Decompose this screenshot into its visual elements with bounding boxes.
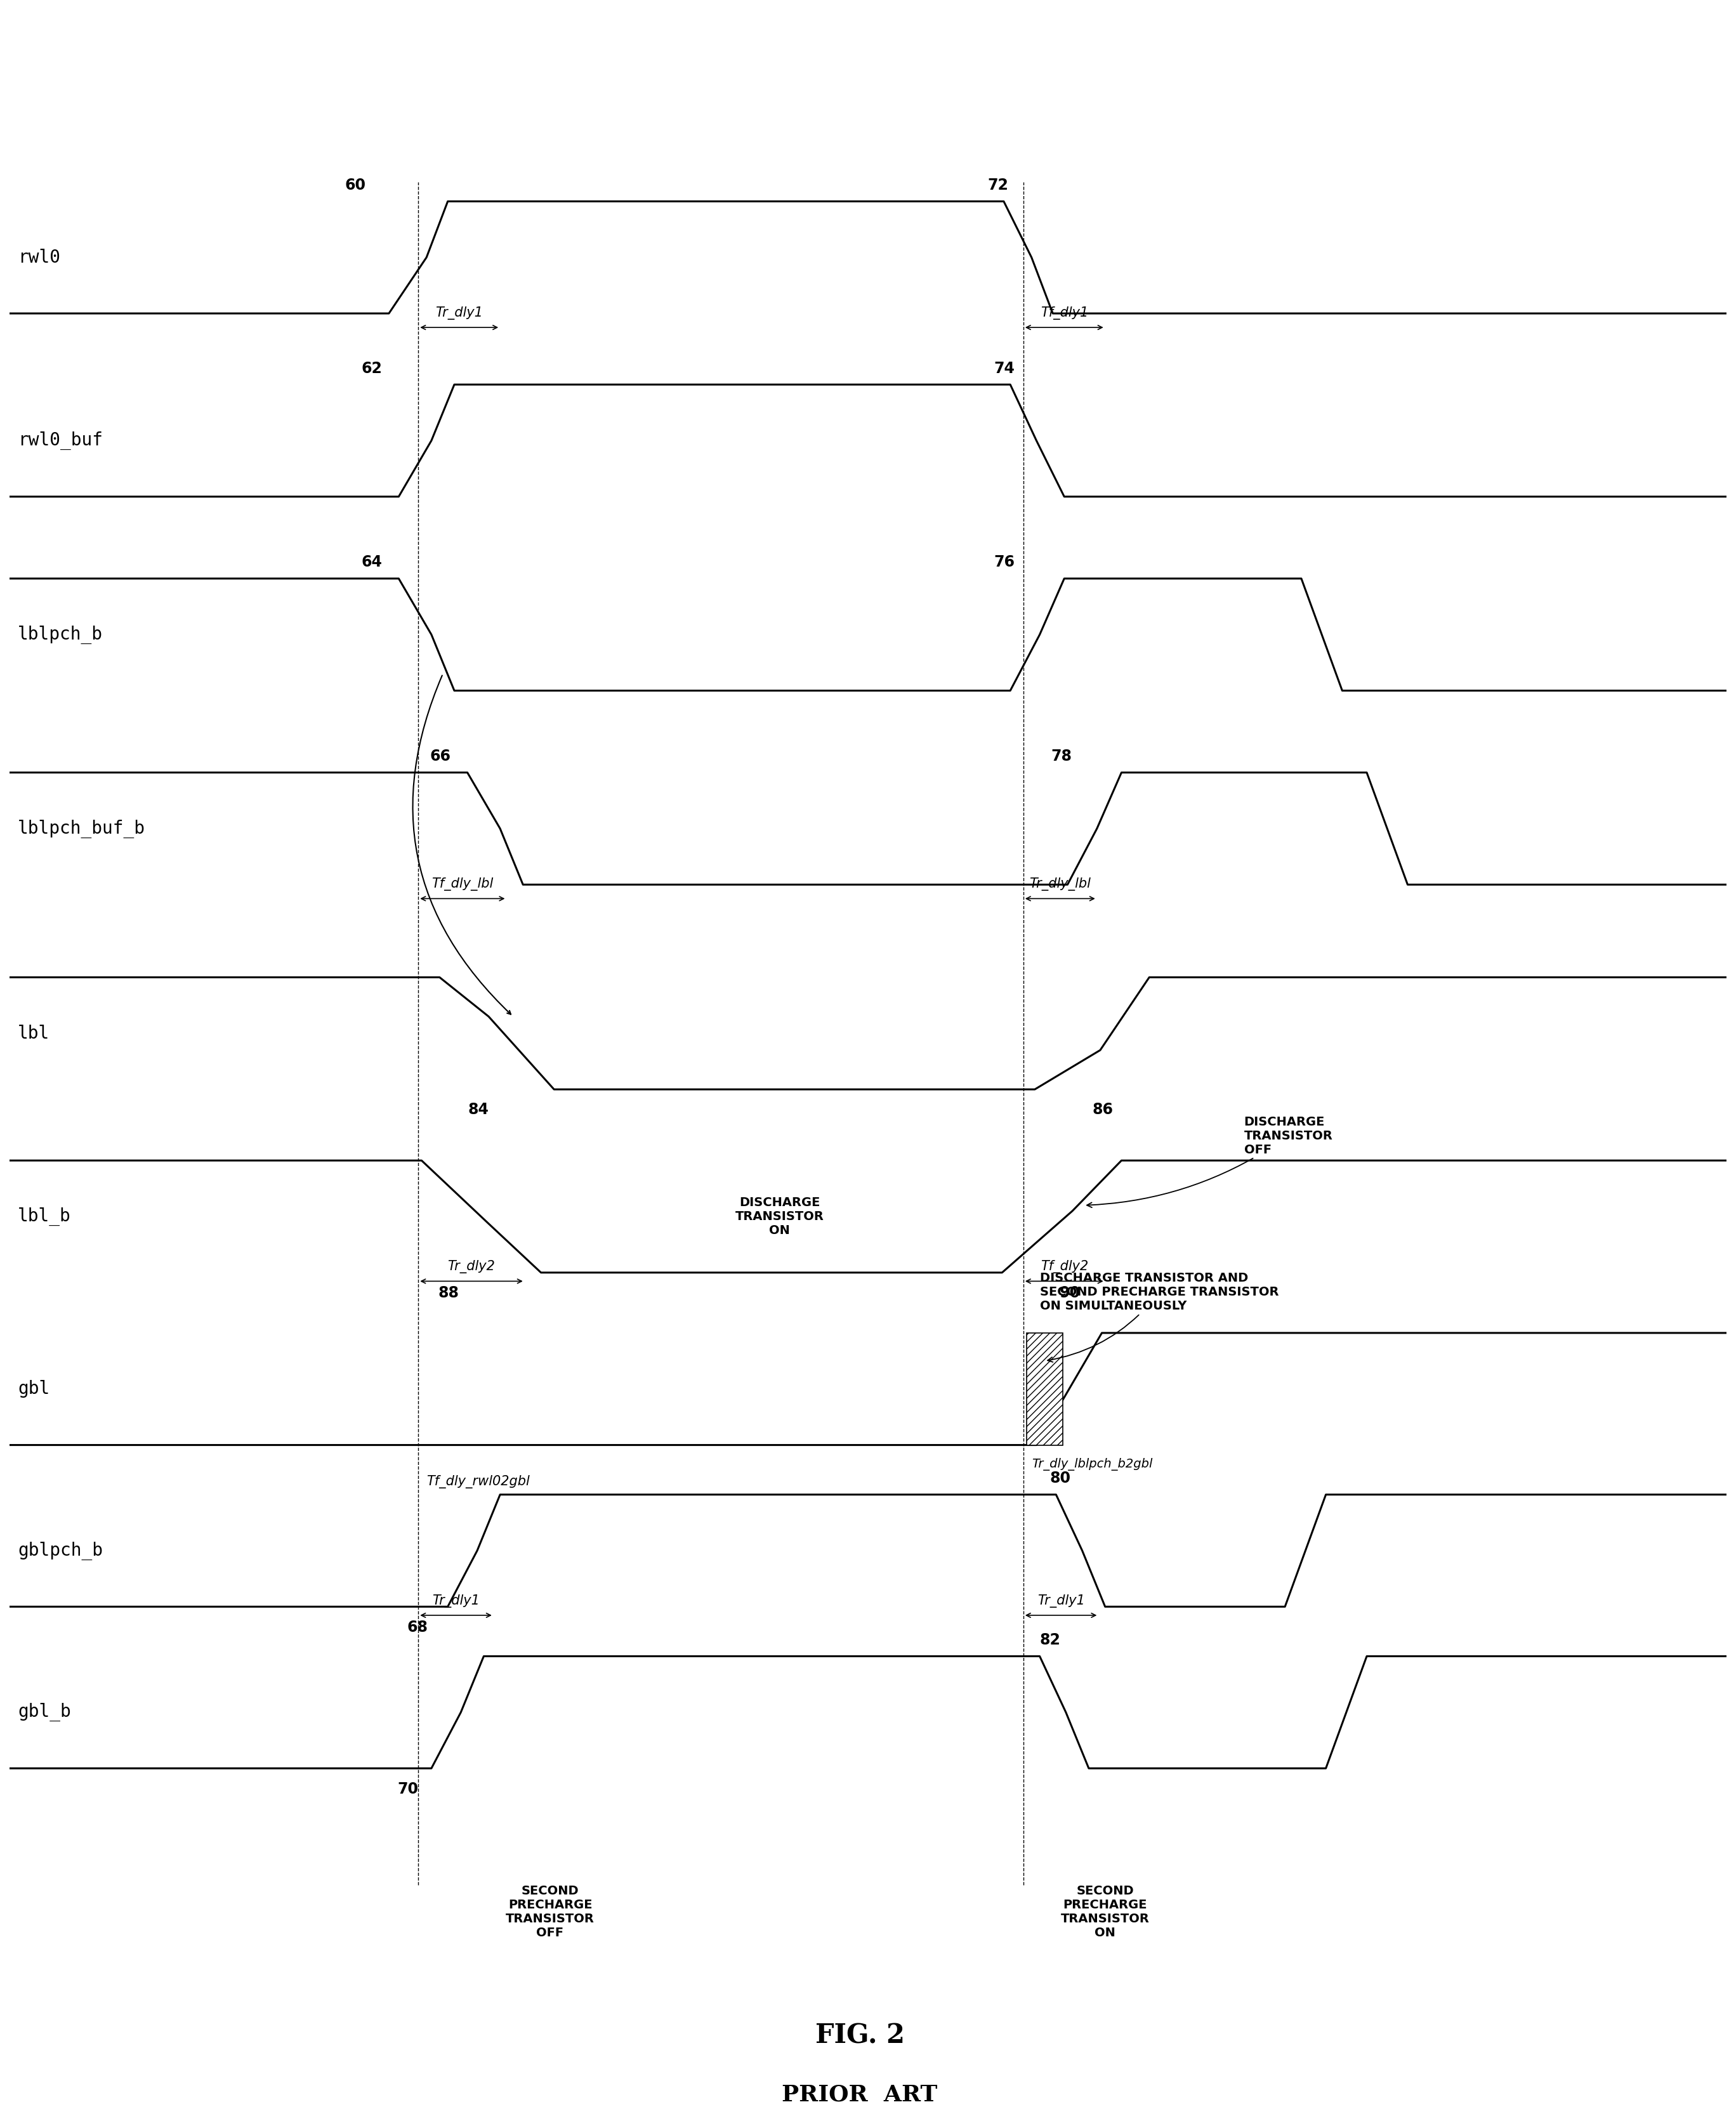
Text: 80: 80 bbox=[1050, 1471, 1071, 1486]
Text: 66: 66 bbox=[431, 748, 451, 763]
Text: Tf_dly2: Tf_dly2 bbox=[1040, 1260, 1088, 1273]
Text: DISCHARGE TRANSISTOR AND
SECOND PRECHARGE TRANSISTOR
ON SIMULTANEOUSLY: DISCHARGE TRANSISTOR AND SECOND PRECHARG… bbox=[1040, 1273, 1279, 1361]
Text: lbl_b: lbl_b bbox=[17, 1207, 71, 1226]
Text: 70: 70 bbox=[398, 1782, 418, 1797]
Text: lbl: lbl bbox=[17, 1025, 50, 1042]
Text: Tr_dly_lbl: Tr_dly_lbl bbox=[1029, 877, 1090, 892]
Text: 78: 78 bbox=[1050, 748, 1073, 763]
Text: 68: 68 bbox=[408, 1619, 429, 1634]
Text: 64: 64 bbox=[361, 554, 382, 571]
Text: Tf_dly_rwl02gbl: Tf_dly_rwl02gbl bbox=[427, 1476, 529, 1488]
Text: FIG. 2: FIG. 2 bbox=[816, 2023, 904, 2048]
Text: SECOND
PRECHARGE
TRANSISTOR
ON: SECOND PRECHARGE TRANSISTOR ON bbox=[1061, 1886, 1149, 1939]
Text: Tr_dly1: Tr_dly1 bbox=[432, 1594, 479, 1609]
Text: 72: 72 bbox=[988, 178, 1009, 192]
Text: DISCHARGE
TRANSISTOR
OFF: DISCHARGE TRANSISTOR OFF bbox=[1087, 1116, 1333, 1207]
Text: 90: 90 bbox=[1059, 1285, 1080, 1300]
Text: SECOND
PRECHARGE
TRANSISTOR
OFF: SECOND PRECHARGE TRANSISTOR OFF bbox=[505, 1886, 594, 1939]
Text: Tr_dly1: Tr_dly1 bbox=[1036, 1594, 1085, 1609]
Text: 86: 86 bbox=[1092, 1101, 1113, 1118]
Text: 84: 84 bbox=[467, 1101, 488, 1118]
Text: 74: 74 bbox=[995, 361, 1016, 376]
Bar bbox=[1026, 1334, 1062, 1446]
Text: 62: 62 bbox=[361, 361, 382, 376]
Text: Tr_dly_lblpch_b2gbl: Tr_dly_lblpch_b2gbl bbox=[1031, 1459, 1153, 1471]
Text: PRIOR  ART: PRIOR ART bbox=[781, 2084, 937, 2106]
Text: 82: 82 bbox=[1040, 1632, 1061, 1647]
Text: 76: 76 bbox=[995, 554, 1016, 571]
Text: 88: 88 bbox=[437, 1285, 460, 1300]
Text: gbl_b: gbl_b bbox=[17, 1704, 71, 1721]
Text: lblpch_buf_b: lblpch_buf_b bbox=[17, 820, 146, 837]
Text: DISCHARGE
TRANSISTOR
ON: DISCHARGE TRANSISTOR ON bbox=[736, 1197, 825, 1237]
Text: Tr_dly1: Tr_dly1 bbox=[436, 307, 483, 319]
Text: Tf_dly_lbl: Tf_dly_lbl bbox=[432, 877, 493, 892]
Text: gblpch_b: gblpch_b bbox=[17, 1541, 102, 1560]
Text: 60: 60 bbox=[345, 178, 366, 192]
Text: lblpch_b: lblpch_b bbox=[17, 626, 102, 645]
Text: rwl0: rwl0 bbox=[17, 249, 61, 266]
Text: rwl0_buf: rwl0_buf bbox=[17, 431, 102, 450]
Text: Tf_dly1: Tf_dly1 bbox=[1040, 307, 1088, 319]
Text: Tr_dly2: Tr_dly2 bbox=[448, 1260, 495, 1273]
Text: gbl: gbl bbox=[17, 1380, 50, 1397]
